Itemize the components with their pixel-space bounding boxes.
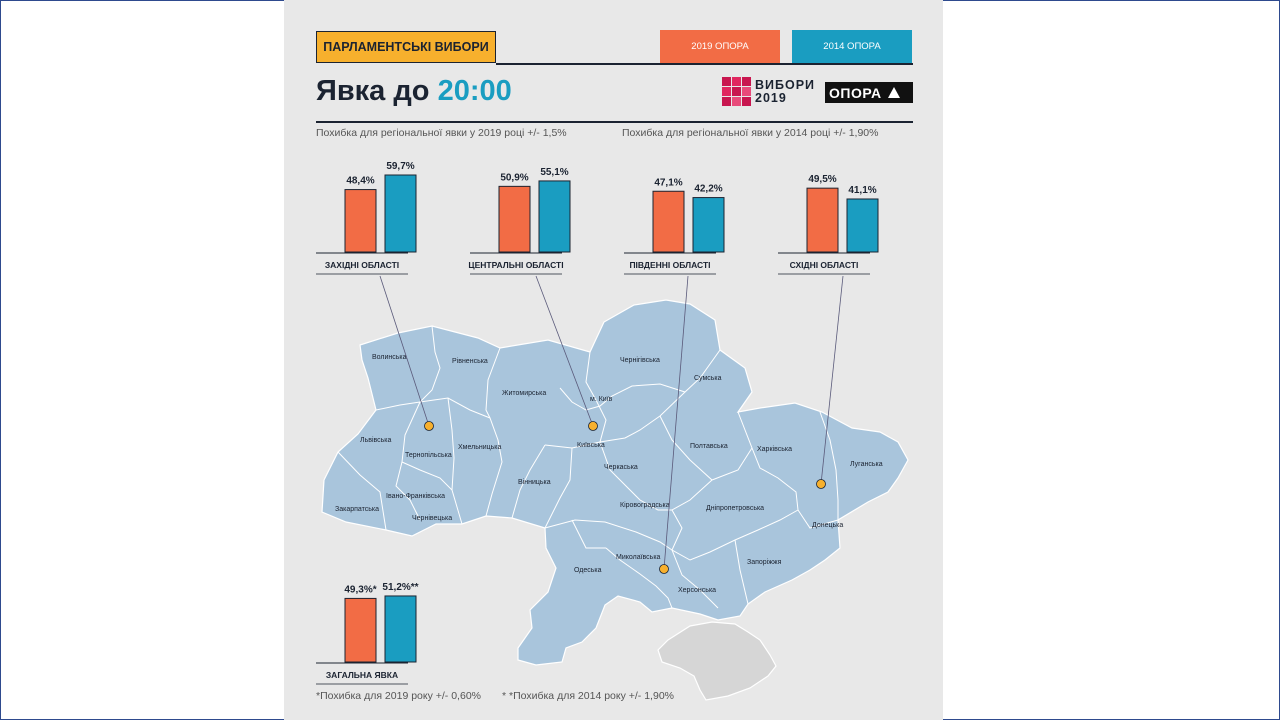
region-label: Львівська [360, 436, 392, 444]
marker-center [588, 421, 598, 431]
bar-2019 [806, 187, 839, 253]
ukraine-territory [321, 299, 909, 666]
chart-title: ЗАГАЛЬНА ЯВКА [326, 670, 398, 680]
bar-2014 [384, 595, 417, 663]
region-label: Рівненська [452, 357, 488, 365]
region-label: Херсонська [678, 587, 716, 594]
bar-charts: 48,4% 59,7% ЗАХІДНІ ОБЛАСТІ 50,9% 55,1% ЦЕНТР… [316, 161, 879, 685]
error-note-2014: Похибка для регіональної явки у 2014 роц… [622, 127, 879, 139]
leader-line-west [379, 275, 430, 427]
data-label: 41,1% [848, 185, 876, 196]
region-label: Кіровоградська [620, 501, 670, 509]
data-label: 48,4% [346, 176, 374, 187]
region-label: Волинська [372, 354, 407, 361]
region-label: Запоріжжя [747, 558, 782, 566]
data-label: 50,9% [500, 172, 528, 183]
region-label: Полтавська [690, 443, 728, 450]
marker-east [816, 479, 826, 489]
data-label: 51,2%** [382, 582, 418, 593]
title-prefix: Явка до [316, 75, 438, 107]
data-label: 49,5% [808, 174, 836, 185]
footnote-2019: *Похибка для 2019 року +/- 0,60% [316, 690, 481, 702]
bar-2014 [384, 174, 417, 253]
data-label: 59,7% [386, 161, 414, 172]
region-label: Житомирська [502, 390, 546, 397]
region-label: м. Київ [590, 396, 613, 403]
bar-2014 [692, 197, 725, 253]
region-label: Харківська [757, 445, 792, 453]
vybory-logo-line2: 2019 [755, 90, 787, 105]
data-label: 49,3%* [344, 584, 376, 595]
vybory-logo-grid-icon [722, 77, 751, 106]
region-label: Донецька [812, 522, 843, 529]
title-divider [316, 121, 913, 123]
triangle-icon [887, 87, 900, 98]
data-label: 47,1% [654, 177, 682, 188]
page-title: Явка до 20:00 [316, 75, 512, 108]
region-label: Вінницька [518, 478, 551, 486]
bar-2019 [344, 597, 377, 663]
region-label: Сумська [694, 375, 722, 382]
leader-line-center [535, 275, 594, 427]
region-label: Чернівецька [412, 514, 452, 522]
region-label: Закарпатська [335, 506, 379, 513]
bar-chart-group: 49,3%* 51,2%** ЗАГАЛЬНА ЯВКА [316, 582, 419, 685]
region-label: Тернопільська [405, 451, 452, 459]
chart-title: ЗАХІДНІ ОБЛАСТІ [325, 260, 399, 270]
chart-title: СХІДНІ ОБЛАСТІ [790, 260, 859, 270]
bar-chart-group: 48,4% 59,7% ЗАХІДНІ ОБЛАСТІ [316, 161, 417, 275]
region-label: Хмельницька [458, 444, 502, 451]
region-label: Чернігівська [620, 356, 660, 364]
opora-logo-text: ОПОРА [829, 84, 882, 101]
footnote-2014: * *Похибка для 2014 року +/- 1,90% [502, 690, 674, 702]
bar-2014 [538, 180, 571, 253]
section-tag: ПАРЛАМЕНТСЬКІ ВИБОРИ [316, 31, 496, 63]
chart-title: ПІВДЕННІ ОБЛАСТІ [629, 260, 710, 270]
leader-line-east [820, 275, 844, 485]
bar-chart-group: 47,1% 42,2% ПІВДЕННІ ОБЛАСТІ [624, 177, 725, 275]
leader-line-south [663, 275, 689, 570]
header-divider [496, 63, 913, 65]
chart-title: ЦЕНТРАЛЬНІ ОБЛАСТІ [468, 260, 563, 270]
error-note-2019: Похибка для регіональної явки у 2019 роц… [316, 127, 567, 139]
region-boundaries [337, 325, 839, 609]
region-label: Дніпропетровська [706, 504, 764, 512]
ukraine-map: Волинська Рівненська Львівська Тернопіль… [321, 299, 909, 701]
region-label: Київська [577, 442, 605, 449]
marker-south [659, 564, 669, 574]
data-label: 55,1% [540, 167, 568, 178]
crimea-territory [657, 621, 777, 701]
opora-logo: ОПОРА [825, 82, 913, 103]
region-labels: Волинська Рівненська Львівська Тернопіль… [335, 354, 883, 594]
title-time: 20:00 [437, 75, 512, 107]
legend-2014: 2014 ОПОРА [792, 30, 912, 63]
bar-chart-group: 49,5% 41,1% СХІДНІ ОБЛАСТІ [778, 174, 879, 275]
region-label: Одеська [574, 567, 602, 574]
bar-2019 [652, 190, 685, 253]
bar-2019 [344, 189, 377, 253]
vybory-logo-line1: ВИБОРИ [755, 77, 816, 92]
region-label: Миколаївська [616, 554, 661, 561]
marker-west [424, 421, 434, 431]
bar-2019 [498, 185, 531, 253]
bar-2014 [846, 198, 879, 253]
region-label: Черкаська [604, 464, 638, 471]
data-label: 42,2% [694, 184, 722, 195]
region-label: Івано-Франківська [386, 492, 445, 500]
legend-2019: 2019 ОПОРА [660, 30, 780, 63]
bar-chart-group: 50,9% 55,1% ЦЕНТРАЛЬНІ ОБЛАСТІ [468, 167, 571, 275]
leader-lines [379, 275, 844, 574]
region-label: Луганська [850, 461, 883, 468]
vybory-2019-logo: ВИБОРИ 2019 [722, 77, 815, 106]
